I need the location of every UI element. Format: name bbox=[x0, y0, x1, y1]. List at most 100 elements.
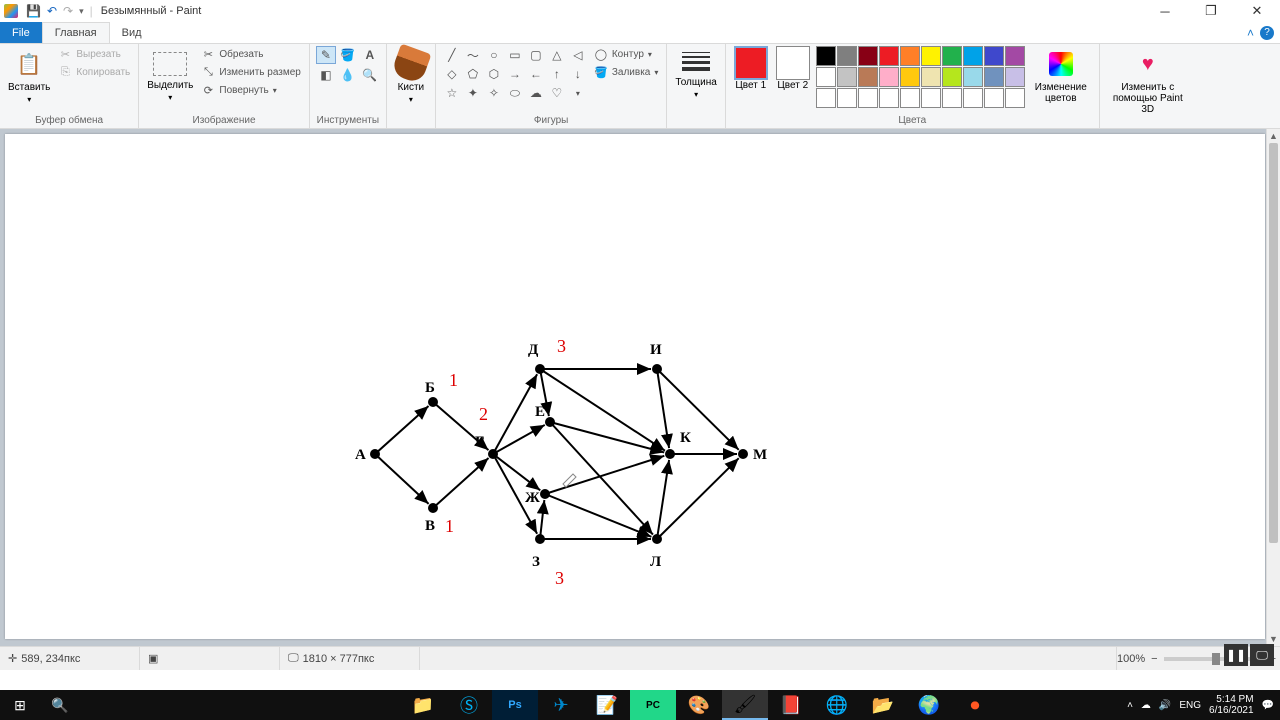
tab-home[interactable]: Главная bbox=[42, 22, 110, 43]
scroll-up-icon[interactable]: ▲ bbox=[1267, 129, 1280, 143]
fill-shape-button[interactable]: 🪣Заливка ▾ bbox=[592, 64, 661, 80]
taskbar-app-photoshop[interactable]: Ps bbox=[492, 690, 538, 720]
picker-tool[interactable]: 💧 bbox=[338, 66, 358, 84]
close-button[interactable]: ✕ bbox=[1234, 0, 1280, 22]
palette-swatch[interactable] bbox=[1005, 46, 1025, 66]
svg-text:2: 2 bbox=[479, 404, 488, 424]
resize-button[interactable]: ⤡Изменить размер bbox=[199, 64, 302, 80]
pause-icon[interactable]: ❚❚ bbox=[1224, 644, 1248, 666]
palette-swatch-empty[interactable] bbox=[900, 88, 920, 108]
taskbar-app-snip[interactable]: 🎨 bbox=[676, 690, 722, 720]
tab-file[interactable]: File bbox=[0, 22, 42, 43]
fill-tool[interactable]: 🪣 bbox=[338, 46, 358, 64]
palette-swatch[interactable] bbox=[879, 46, 899, 66]
canvas-size-icon: 🖵 bbox=[288, 652, 299, 665]
palette-swatch[interactable] bbox=[858, 67, 878, 87]
taskbar-app-chrome2[interactable]: 🌍 bbox=[906, 690, 952, 720]
pencil-tool[interactable]: ✎ bbox=[316, 46, 336, 64]
tray-lang[interactable]: ENG bbox=[1179, 700, 1201, 711]
text-tool[interactable]: A bbox=[360, 46, 380, 64]
maximize-button[interactable]: ❐ bbox=[1188, 0, 1234, 22]
undo-icon[interactable]: ↶ bbox=[47, 4, 57, 18]
color1-swatch bbox=[734, 46, 768, 80]
collapse-ribbon-icon[interactable]: ˄ bbox=[1247, 26, 1254, 40]
copy-button[interactable]: ⎘Копировать bbox=[56, 64, 132, 80]
palette-swatch[interactable] bbox=[816, 67, 836, 87]
crop-button[interactable]: ✂Обрезать bbox=[199, 46, 302, 62]
palette-swatch[interactable] bbox=[984, 67, 1004, 87]
palette-swatch[interactable] bbox=[984, 46, 1004, 66]
palette-swatch[interactable] bbox=[900, 46, 920, 66]
rotate-button[interactable]: ⟳Повернуть ▾ bbox=[199, 82, 302, 98]
zoom-out-button[interactable]: − bbox=[1151, 653, 1157, 665]
color1-button[interactable]: Цвет 1 bbox=[732, 46, 770, 91]
edit-colors-button[interactable]: Изменение цветов bbox=[1029, 46, 1093, 106]
status-cursor-pos: ✛589, 234пкс bbox=[0, 647, 140, 670]
color-palette[interactable] bbox=[816, 46, 1025, 108]
palette-swatch[interactable] bbox=[942, 46, 962, 66]
palette-swatch[interactable] bbox=[879, 67, 899, 87]
svg-text:Г: Г bbox=[475, 434, 485, 450]
palette-swatch[interactable] bbox=[921, 67, 941, 87]
palette-swatch-empty[interactable] bbox=[879, 88, 899, 108]
taskbar-app-chrome[interactable]: 🌐 bbox=[814, 690, 860, 720]
palette-swatch-empty[interactable] bbox=[921, 88, 941, 108]
palette-swatch-empty[interactable] bbox=[816, 88, 836, 108]
tray-volume-icon[interactable]: 🔊 bbox=[1159, 700, 1171, 711]
palette-swatch-empty[interactable] bbox=[984, 88, 1004, 108]
minimize-button[interactable]: ─ bbox=[1142, 0, 1188, 22]
tab-view[interactable]: Вид bbox=[110, 22, 154, 43]
taskbar-app-pycharm[interactable]: PC bbox=[630, 690, 676, 720]
group-clipboard: 📋 Вставить ▾ ✂Вырезать ⎘Копировать Буфер… bbox=[0, 44, 139, 128]
taskbar-app-skype[interactable]: Ⓢ bbox=[446, 690, 492, 720]
help-icon[interactable]: ? bbox=[1260, 26, 1274, 40]
brushes-button[interactable]: Кисти ▾ bbox=[393, 46, 429, 106]
palette-swatch-empty[interactable] bbox=[963, 88, 983, 108]
taskbar-search[interactable]: 🔍 bbox=[40, 690, 80, 720]
eraser-tool[interactable]: ◧ bbox=[316, 66, 336, 84]
palette-swatch[interactable] bbox=[816, 46, 836, 66]
palette-swatch[interactable] bbox=[963, 46, 983, 66]
vertical-scrollbar[interactable]: ▲ ▼ bbox=[1266, 129, 1280, 646]
tray-cloud-icon[interactable]: ☁ bbox=[1141, 700, 1151, 711]
taskbar-app-telegram[interactable]: ✈ bbox=[538, 690, 584, 720]
qat-dropdown-icon[interactable]: ▾ bbox=[79, 6, 84, 17]
palette-swatch[interactable] bbox=[837, 46, 857, 66]
color2-button[interactable]: Цвет 2 bbox=[774, 46, 812, 91]
palette-swatch-empty[interactable] bbox=[858, 88, 878, 108]
taskbar-app-files[interactable]: 📂 bbox=[860, 690, 906, 720]
canvas[interactable]: АБВГДЕЖЗИКЛМ 11233 bbox=[5, 134, 1265, 639]
palette-swatch[interactable] bbox=[921, 46, 941, 66]
palette-swatch-empty[interactable] bbox=[837, 88, 857, 108]
screen-icon[interactable]: 🖵 bbox=[1250, 644, 1274, 666]
tray-notifications-icon[interactable]: 💬 bbox=[1262, 700, 1274, 711]
palette-swatch[interactable] bbox=[900, 67, 920, 87]
save-icon[interactable]: 💾 bbox=[26, 4, 41, 18]
paste-button[interactable]: 📋 Вставить ▾ bbox=[6, 46, 52, 106]
taskbar-app-acrobat[interactable]: 📕 bbox=[768, 690, 814, 720]
tray-clock[interactable]: 5:14 PM 6/16/2021 bbox=[1209, 694, 1254, 716]
palette-swatch[interactable] bbox=[963, 67, 983, 87]
taskbar-app-explorer[interactable]: 📁 bbox=[400, 690, 446, 720]
palette-swatch-empty[interactable] bbox=[942, 88, 962, 108]
paint3d-button[interactable]: ♥ Изменить с помощью Paint 3D bbox=[1106, 46, 1190, 117]
palette-swatch[interactable] bbox=[1005, 67, 1025, 87]
redo-icon[interactable]: ↷ bbox=[63, 4, 73, 18]
palette-swatch[interactable] bbox=[837, 67, 857, 87]
taskbar-app-notepadpp[interactable]: 📝 bbox=[584, 690, 630, 720]
palette-swatch-empty[interactable] bbox=[1005, 88, 1025, 108]
taskbar-app-recorder[interactable]: ⏺ bbox=[952, 690, 998, 720]
select-button[interactable]: Выделить ▾ bbox=[145, 46, 195, 104]
palette-swatch[interactable] bbox=[858, 46, 878, 66]
outline-button[interactable]: ◯Контур ▾ bbox=[592, 46, 661, 62]
shapes-gallery[interactable]: ╱〜○▭▢△◁ ◇⬠⬡→←↑↓ ☆✦✧⬭☁♡▾ bbox=[442, 46, 588, 102]
cut-button[interactable]: ✂Вырезать bbox=[56, 46, 132, 62]
scrollbar-thumb[interactable] bbox=[1269, 143, 1278, 543]
palette-swatch[interactable] bbox=[942, 67, 962, 87]
tray-expand-icon[interactable]: ˄ bbox=[1127, 700, 1133, 711]
taskbar-app-paint[interactable]: 🖌 bbox=[722, 690, 768, 720]
group-tools: ✎ 🪣 A ◧ 💧 🔍 Инструменты bbox=[310, 44, 387, 128]
size-button[interactable]: Толщина ▾ bbox=[673, 46, 718, 101]
start-button[interactable]: ⊞ bbox=[0, 690, 40, 720]
zoom-tool[interactable]: 🔍 bbox=[360, 66, 380, 84]
